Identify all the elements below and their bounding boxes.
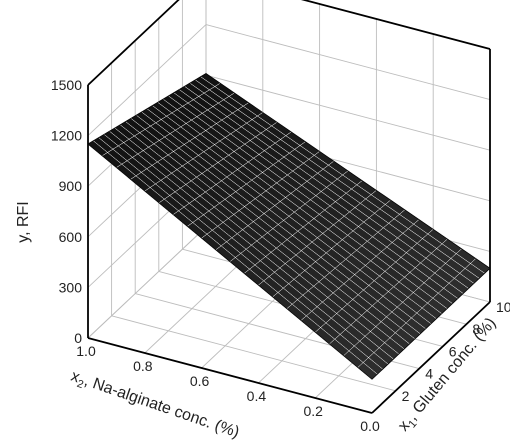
z-tick-label: 900 bbox=[59, 178, 83, 194]
x1-tick-label: 2 bbox=[402, 388, 410, 404]
z-tick-label: 1200 bbox=[51, 128, 82, 144]
frame-edge bbox=[87, 0, 180, 86]
x1-tick-label: 10 bbox=[496, 299, 510, 315]
grid-line bbox=[87, 24, 207, 136]
x2-tick-label: 0.8 bbox=[133, 358, 153, 374]
grid-line bbox=[302, 0, 491, 50]
grid-line bbox=[205, 74, 491, 151]
z-tick-label: 1500 bbox=[51, 77, 82, 93]
x2-axis-label: x2, Na-alginate conc. (%) bbox=[68, 368, 242, 440]
tick-labels: 0 300 600 900 1200 1500 1.0 0.8 0.6 0.4 0.2 0.0 2468… bbox=[51, 77, 510, 434]
z-tick-label: 600 bbox=[59, 229, 83, 245]
frame-edge bbox=[87, 337, 373, 414]
x2-tick-label: 0.6 bbox=[190, 373, 210, 389]
x1-tick-label: 4 bbox=[425, 366, 433, 382]
surface-outline bbox=[87, 73, 491, 380]
grid-line bbox=[87, 226, 207, 339]
grid-line bbox=[111, 315, 396, 392]
grid-line bbox=[205, 24, 491, 101]
surface bbox=[87, 73, 491, 380]
z-tick-label: 300 bbox=[59, 279, 83, 295]
frame-edge bbox=[300, 0, 491, 50]
z-tick-label: 0 bbox=[74, 330, 82, 346]
z-axis-label: y, RFI bbox=[15, 201, 32, 242]
x1-tick-label: 6 bbox=[449, 343, 457, 359]
x2-tick-label: 0.0 bbox=[360, 418, 380, 434]
frame-edge bbox=[371, 301, 491, 414]
box-frame bbox=[87, 0, 491, 414]
x2-tick-label: 0.4 bbox=[247, 388, 267, 404]
x1-tick-label: 8 bbox=[472, 321, 480, 337]
x2-tick-label: 1.0 bbox=[76, 343, 96, 359]
x2-tick-label: 0.2 bbox=[303, 403, 323, 419]
grid-line bbox=[87, 0, 180, 86]
